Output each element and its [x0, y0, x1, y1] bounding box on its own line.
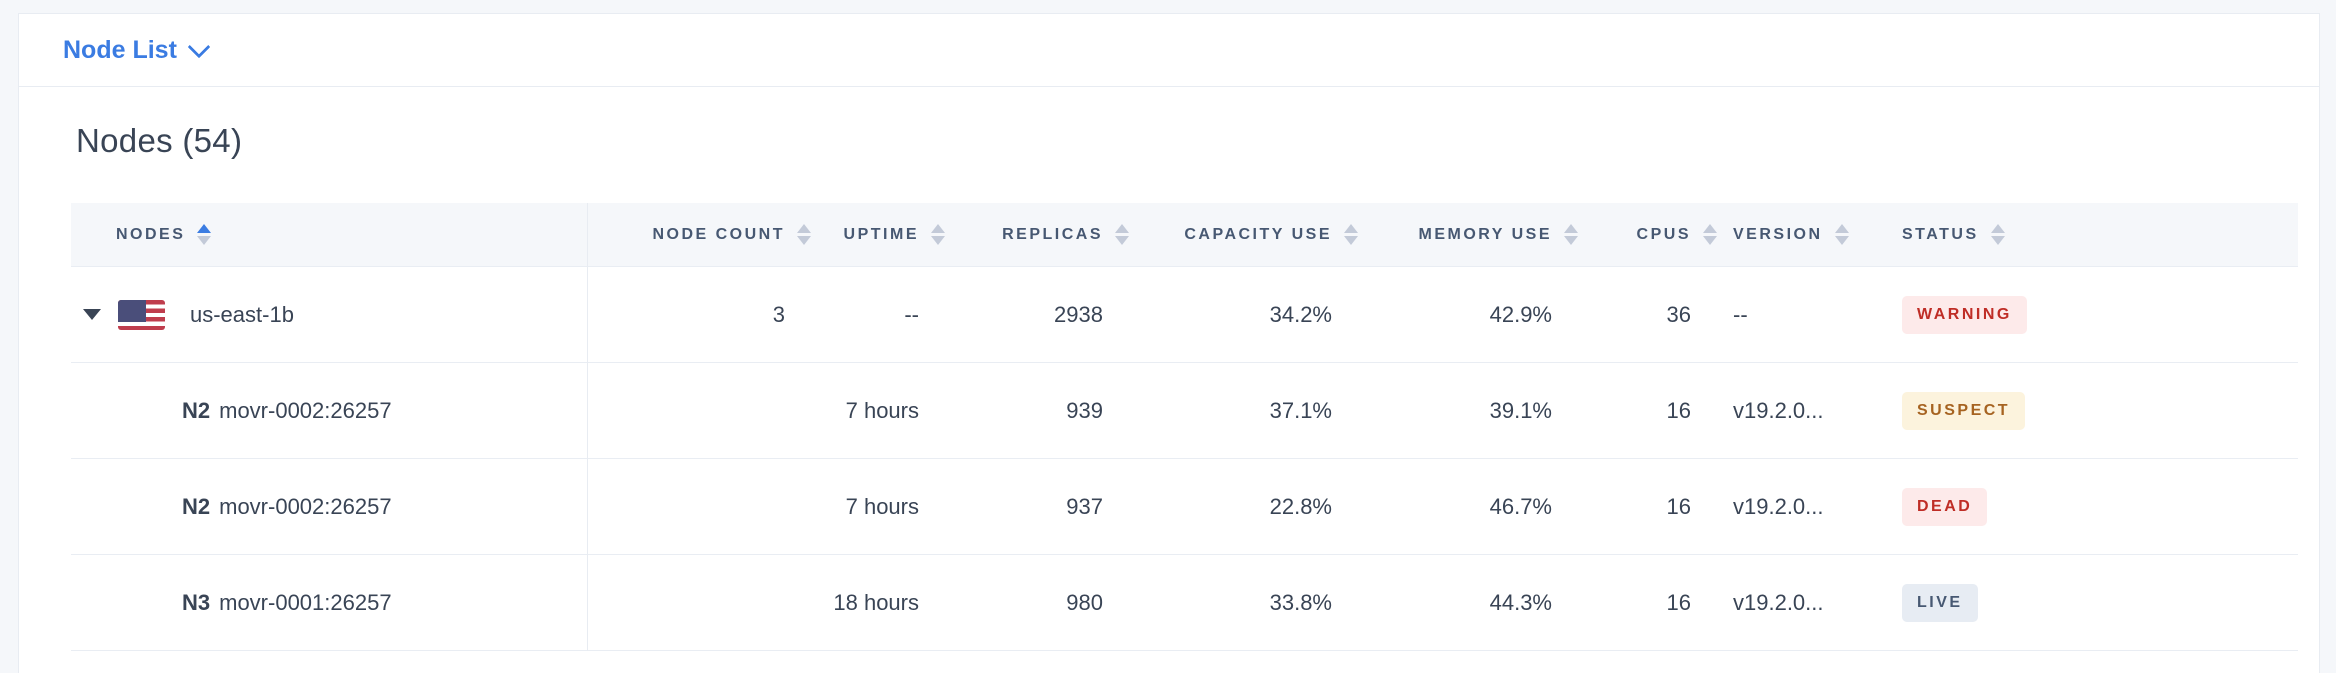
- sort-icon[interactable]: [1834, 224, 1849, 245]
- sort-icon[interactable]: [197, 224, 212, 245]
- memory-use-cell: 44.3%: [1489, 589, 1552, 615]
- column-header-node-count[interactable]: NODE COUNT: [587, 224, 811, 245]
- status-cell: DEAD: [1886, 487, 2298, 526]
- sort-icon[interactable]: [1564, 224, 1578, 245]
- memory-use-cell: 39.1%: [1489, 397, 1552, 423]
- replicas-cell: 939: [1066, 397, 1103, 423]
- node-id: N2: [182, 493, 211, 519]
- status-cell: LIVE: [1886, 583, 2298, 622]
- table-header-row: NODES NODE COUNT UPTIME REPLICAS CAPACIT…: [71, 203, 2298, 266]
- uptime-cell: 18 hours: [833, 589, 919, 615]
- cpus-cell: 16: [1666, 493, 1691, 519]
- table-row-region: us-east-1b 3 -- 2938 34.2% 42.9% 36 -- W…: [71, 266, 2298, 362]
- chevron-down-icon[interactable]: [187, 35, 211, 59]
- status-badge: DEAD: [1902, 487, 1988, 526]
- cpus-cell: 16: [1666, 397, 1691, 423]
- view-selector-label[interactable]: Node List: [63, 35, 177, 64]
- version-cell: v19.2.0...: [1733, 589, 1824, 615]
- sort-icon[interactable]: [797, 224, 811, 245]
- column-header-status[interactable]: STATUS: [1886, 224, 2298, 245]
- status-badge: WARNING: [1902, 295, 2027, 334]
- node-address: movr-0002:26257: [219, 493, 392, 519]
- column-header-version[interactable]: VERSION: [1717, 224, 1886, 245]
- status-cell: WARNING: [1886, 295, 2298, 334]
- replicas-cell: 980: [1066, 589, 1103, 615]
- version-cell: v19.2.0...: [1733, 493, 1824, 519]
- sort-icon[interactable]: [1703, 224, 1717, 245]
- node-address: movr-0001:26257: [219, 589, 392, 615]
- version-cell: v19.2.0...: [1733, 397, 1824, 423]
- uptime-cell: 7 hours: [845, 397, 919, 423]
- column-header-nodes[interactable]: NODES: [71, 224, 587, 245]
- column-header-capacity-use[interactable]: CAPACITY USE: [1129, 224, 1358, 245]
- content-card: Node List Nodes (54) NODES NODE COUNT UP…: [18, 13, 2320, 673]
- topbar: Node List: [19, 14, 2319, 87]
- node-name-cell[interactable]: N3 movr-0001:26257: [71, 590, 587, 616]
- us-flag-icon: [118, 299, 165, 330]
- column-divider: [587, 203, 588, 651]
- table-row-node[interactable]: N2 movr-0002:26257 7 hours 937 22.8% 46.…: [71, 458, 2298, 554]
- sort-icon[interactable]: [1990, 224, 2005, 245]
- node-name-cell[interactable]: N2 movr-0002:26257: [71, 494, 587, 520]
- view-selector-dropdown[interactable]: Node List: [63, 35, 211, 65]
- node-id: N3: [182, 589, 211, 615]
- sort-icon[interactable]: [1115, 224, 1129, 245]
- cpus-cell: 16: [1666, 589, 1691, 615]
- region-cell: us-east-1b: [71, 299, 587, 330]
- table-row-node[interactable]: N2 movr-0002:26257 7 hours 939 37.1% 39.…: [71, 362, 2298, 458]
- replicas-cell: 937: [1066, 493, 1103, 519]
- status-cell: SUSPECT: [1886, 391, 2298, 430]
- page-title: Nodes (54): [76, 122, 243, 159]
- version-cell: --: [1733, 301, 1748, 327]
- replicas-cell: 2938: [1054, 301, 1103, 327]
- capacity-use-cell: 34.2%: [1269, 301, 1332, 327]
- column-header-memory-use[interactable]: MEMORY USE: [1358, 224, 1578, 245]
- status-badge: LIVE: [1902, 583, 1978, 622]
- collapse-caret-icon[interactable]: [83, 309, 101, 320]
- capacity-use-cell: 37.1%: [1269, 397, 1332, 423]
- capacity-use-cell: 22.8%: [1269, 493, 1332, 519]
- table-row-node[interactable]: N3 movr-0001:26257 18 hours 980 33.8% 44…: [71, 554, 2298, 651]
- status-badge: SUSPECT: [1902, 391, 2026, 430]
- cpus-cell: 36: [1666, 301, 1691, 327]
- uptime-cell: 7 hours: [845, 493, 919, 519]
- node-address: movr-0002:26257: [219, 397, 392, 423]
- column-header-cpus[interactable]: CPUS: [1578, 224, 1717, 245]
- capacity-use-cell: 33.8%: [1269, 589, 1332, 615]
- nodes-table: NODES NODE COUNT UPTIME REPLICAS CAPACIT…: [71, 203, 2298, 651]
- column-header-replicas[interactable]: REPLICAS: [945, 224, 1129, 245]
- memory-use-cell: 42.9%: [1489, 301, 1552, 327]
- node-name-cell[interactable]: N2 movr-0002:26257: [71, 398, 587, 424]
- uptime-cell: --: [904, 301, 919, 327]
- column-header-uptime[interactable]: UPTIME: [811, 224, 945, 245]
- region-name: us-east-1b: [190, 301, 294, 327]
- sort-icon[interactable]: [1344, 224, 1358, 245]
- memory-use-cell: 46.7%: [1489, 493, 1552, 519]
- node-count-cell: 3: [772, 301, 785, 327]
- node-id: N2: [182, 397, 211, 423]
- sort-icon[interactable]: [931, 224, 945, 245]
